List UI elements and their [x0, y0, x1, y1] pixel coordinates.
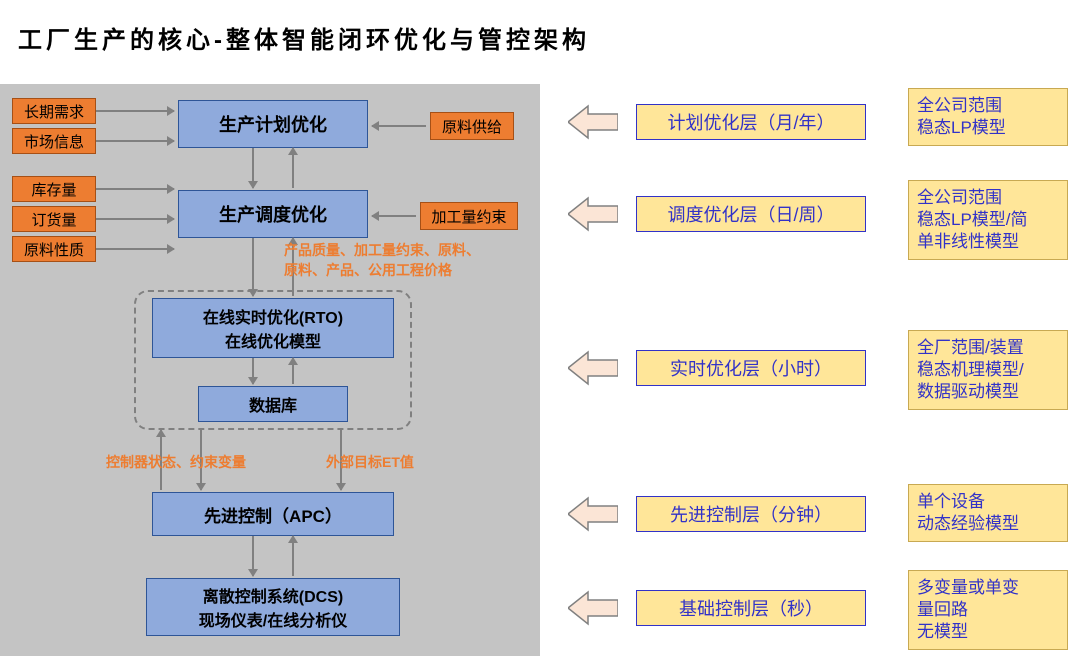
arrow-down [252, 148, 254, 188]
arrow [96, 218, 174, 220]
arrow [96, 110, 174, 112]
input-order-qty: 订货量 [12, 206, 96, 232]
input-raw-quality: 原料性质 [12, 236, 96, 262]
box-database: 数据库 [198, 386, 348, 422]
big-arrow-icon [568, 104, 618, 140]
arrow-down [252, 238, 254, 296]
dcs-line2: 现场仪表/在线分析仪 [199, 607, 347, 631]
input-market-info: 市场信息 [12, 128, 96, 154]
layer-label-schedule: 调度优化层（日/周） [636, 196, 866, 232]
layer-label-rto: 实时优化层（小时） [636, 350, 866, 386]
arrow [372, 215, 416, 217]
arrow-down [252, 536, 254, 576]
rto-line1: 在线实时优化(RTO) [203, 304, 343, 328]
layer-desc-rto: 全厂范围/装置稳态机理模型/数据驱动模型 [908, 330, 1068, 410]
page-title: 工厂生产的核心-整体智能闭环优化与管控架构 [18, 20, 590, 55]
big-arrow-icon [568, 590, 618, 626]
box-apc: 先进控制（APC） [152, 492, 394, 536]
arrow [96, 248, 174, 250]
big-arrow-icon [568, 350, 618, 386]
layer-label-dcs: 基础控制层（秒） [636, 590, 866, 626]
layer-desc-plan: 全公司范围稳态LP模型 [908, 88, 1068, 146]
box-dcs: 离散控制系统(DCS) 现场仪表/在线分析仪 [146, 578, 400, 636]
input-raw-supply: 原料供给 [430, 112, 514, 140]
arrow-up [292, 148, 294, 188]
dcs-line1: 离散控制系统(DCS) [203, 583, 343, 607]
input-inventory: 库存量 [12, 176, 96, 202]
arrow [96, 140, 174, 142]
annot-controller: 控制器状态、约束变量 [106, 452, 246, 472]
arrow-down [252, 358, 254, 384]
layer-desc-schedule: 全公司范围稳态LP模型/简单非线性模型 [908, 180, 1068, 260]
arrow [372, 125, 426, 127]
layer-desc-dcs: 多变量或单变量回路无模型 [908, 570, 1068, 650]
arrow [96, 188, 174, 190]
big-arrow-icon [568, 196, 618, 232]
layer-label-apc: 先进控制层（分钟） [636, 496, 866, 532]
arrow-up [292, 536, 294, 576]
box-schedule-opt: 生产调度优化 [178, 190, 368, 238]
big-arrow-icon [568, 496, 618, 532]
input-proc-constraint: 加工量约束 [420, 202, 518, 230]
box-rto: 在线实时优化(RTO) 在线优化模型 [152, 298, 394, 358]
box-plan-opt: 生产计划优化 [178, 100, 368, 148]
arrow-up [292, 358, 294, 384]
annot-quality: 产品质量、加工量约束、原料、 原料、产品、公用工程价格 [284, 240, 480, 280]
layer-label-plan: 计划优化层（月/年） [636, 104, 866, 140]
annot-et: 外部目标ET值 [326, 452, 414, 472]
layer-desc-apc: 单个设备动态经验模型 [908, 484, 1068, 542]
input-long-demand: 长期需求 [12, 98, 96, 124]
rto-line2: 在线优化模型 [225, 328, 321, 352]
